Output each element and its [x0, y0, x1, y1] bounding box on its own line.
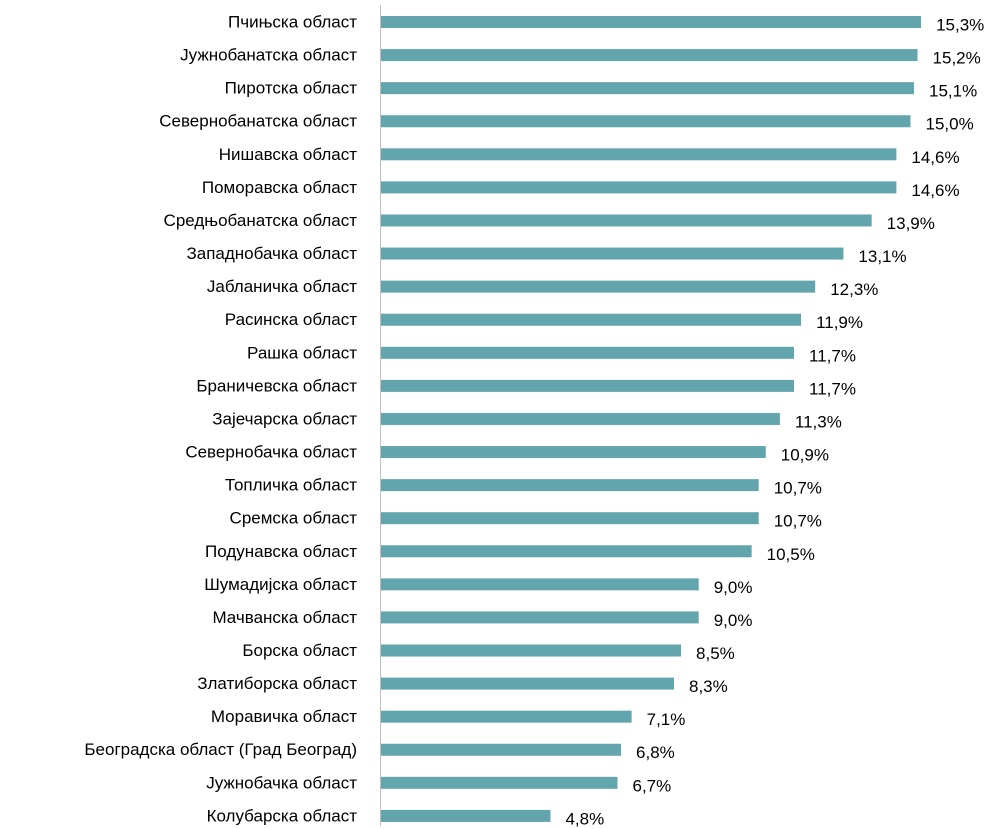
value-label: 11,7% [809, 346, 856, 365]
value-label: 6,7% [633, 776, 672, 795]
value-label: 11,7% [809, 379, 856, 398]
value-label: 4,8% [565, 809, 604, 828]
value-label: 6,8% [636, 743, 675, 762]
value-label: 9,0% [714, 578, 753, 597]
bar [381, 710, 632, 723]
bar [381, 181, 897, 194]
bar [381, 611, 699, 624]
category-label: Рашка област [247, 343, 357, 362]
value-label: 7,1% [647, 710, 686, 729]
category-label: Моравичка област [211, 707, 357, 726]
value-label: 10,7% [774, 479, 822, 498]
bar [381, 412, 780, 425]
category-label: Мачванска област [212, 608, 357, 627]
category-label: Поморавска област [202, 178, 357, 197]
value-label: 10,9% [781, 446, 829, 465]
bar [381, 578, 699, 591]
value-label: 10,7% [774, 512, 822, 531]
value-label: 10,5% [767, 545, 815, 564]
category-label: Нишавска област [219, 145, 357, 164]
category-label: Браничевска област [196, 376, 357, 395]
bar [381, 644, 682, 657]
category-label: Јабланичка област [207, 277, 357, 296]
value-label: 11,3% [795, 412, 842, 431]
category-label: Средњобанатска област [164, 211, 358, 230]
category-label: Западнобачка област [186, 244, 357, 263]
category-label: Севернобачка област [185, 443, 357, 462]
bar [381, 677, 674, 690]
value-label: 8,5% [696, 644, 735, 663]
category-label: Колубарска област [207, 806, 358, 825]
category-label: Зајечарска област [212, 409, 357, 428]
category-label: Пиротска област [225, 79, 358, 98]
category-label: Београдска област (Град Београд) [84, 740, 357, 759]
bar [381, 115, 911, 128]
category-label: Севернобанатска област [159, 112, 357, 131]
category-label: Топличка област [225, 476, 357, 495]
value-label: 13,9% [887, 214, 935, 233]
bar [381, 479, 759, 492]
value-label: 15,0% [926, 115, 974, 134]
category-label: Златиборска област [197, 674, 357, 693]
value-label: 15,2% [933, 49, 981, 68]
bar [381, 214, 872, 227]
bar [381, 16, 922, 28]
value-label: 11,9% [816, 313, 863, 332]
bar [381, 82, 915, 95]
bar [381, 743, 622, 756]
category-label: Шумадијска област [204, 575, 357, 594]
bar [381, 545, 752, 558]
category-label: Сремска област [230, 509, 358, 528]
value-label: 15,1% [929, 82, 977, 101]
value-label: 14,6% [911, 181, 959, 200]
bar [381, 379, 795, 392]
value-label: 9,0% [714, 611, 753, 630]
bar [381, 776, 618, 789]
bar [381, 512, 759, 525]
value-label: 13,1% [858, 247, 906, 266]
category-label: Пчињска област [228, 12, 357, 31]
category-label: Борска област [242, 641, 357, 660]
category-label: Јужнобанатска област [180, 46, 357, 65]
bar [381, 446, 766, 459]
category-label: Јужнобачка област [206, 773, 357, 792]
bar [381, 280, 816, 293]
bar [381, 247, 844, 260]
category-label: Расинска област [225, 310, 357, 329]
bar [381, 346, 795, 359]
value-label: 14,6% [911, 148, 959, 167]
value-label: 8,3% [689, 677, 728, 696]
value-label: 12,3% [830, 280, 878, 299]
category-label: Подунавска област [205, 542, 357, 561]
bar [381, 809, 551, 822]
bar [381, 313, 802, 326]
value-label: 15,3% [936, 15, 984, 34]
bar [381, 148, 897, 161]
bar [381, 49, 918, 62]
